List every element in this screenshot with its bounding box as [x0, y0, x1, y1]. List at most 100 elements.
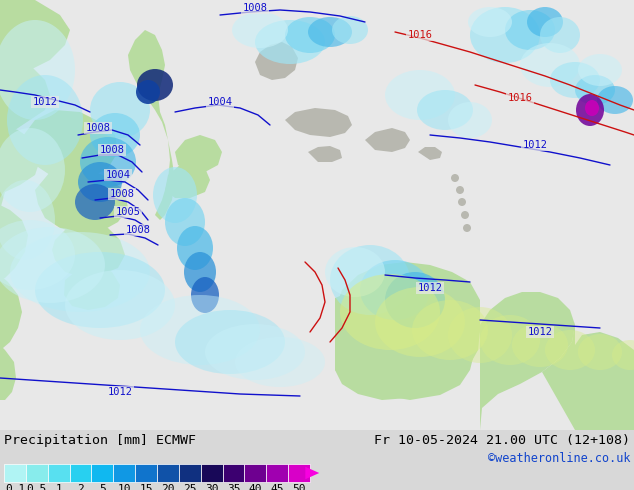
- Polygon shape: [480, 292, 575, 430]
- Ellipse shape: [417, 90, 473, 130]
- Polygon shape: [20, 110, 118, 182]
- Text: 15: 15: [139, 484, 153, 490]
- Ellipse shape: [177, 226, 213, 270]
- Ellipse shape: [332, 16, 368, 44]
- Bar: [157, 464, 179, 482]
- Ellipse shape: [140, 295, 260, 365]
- Ellipse shape: [458, 198, 466, 206]
- Ellipse shape: [191, 277, 219, 313]
- Ellipse shape: [578, 334, 622, 370]
- Ellipse shape: [90, 113, 140, 157]
- Text: 1: 1: [55, 484, 62, 490]
- Ellipse shape: [512, 323, 568, 367]
- Ellipse shape: [255, 20, 325, 64]
- Ellipse shape: [385, 272, 445, 328]
- Polygon shape: [308, 146, 342, 162]
- Polygon shape: [0, 125, 40, 210]
- Ellipse shape: [136, 80, 160, 104]
- Polygon shape: [365, 128, 410, 152]
- Ellipse shape: [90, 82, 150, 138]
- Ellipse shape: [520, 43, 580, 87]
- Polygon shape: [52, 222, 125, 277]
- Ellipse shape: [184, 252, 216, 292]
- Ellipse shape: [308, 17, 352, 47]
- Ellipse shape: [0, 227, 105, 303]
- Polygon shape: [128, 30, 175, 220]
- Ellipse shape: [456, 186, 464, 194]
- Text: 25: 25: [183, 484, 197, 490]
- Ellipse shape: [448, 102, 492, 138]
- Text: Fr 10-05-2024 21.00 UTC (12+108): Fr 10-05-2024 21.00 UTC (12+108): [374, 434, 630, 447]
- Ellipse shape: [153, 167, 197, 223]
- Bar: [26, 464, 48, 482]
- Ellipse shape: [545, 330, 595, 370]
- Text: 1012: 1012: [32, 97, 58, 107]
- Polygon shape: [0, 345, 16, 400]
- Text: 1016: 1016: [507, 93, 533, 103]
- Text: 1012: 1012: [108, 387, 133, 397]
- Text: 1008: 1008: [126, 225, 150, 235]
- Text: 1012: 1012: [522, 140, 548, 150]
- Polygon shape: [35, 168, 128, 234]
- Polygon shape: [285, 108, 352, 137]
- Bar: [201, 464, 223, 482]
- Bar: [288, 464, 310, 482]
- Text: 1012: 1012: [418, 283, 443, 293]
- Polygon shape: [175, 135, 222, 172]
- Text: 0.1: 0.1: [5, 484, 25, 490]
- Bar: [223, 464, 245, 482]
- Text: 45: 45: [271, 484, 284, 490]
- Ellipse shape: [340, 274, 440, 350]
- Ellipse shape: [165, 198, 205, 246]
- Text: 2: 2: [77, 484, 84, 490]
- Text: 1012: 1012: [527, 327, 552, 337]
- Polygon shape: [338, 292, 460, 348]
- Bar: [266, 464, 288, 482]
- Text: Precipitation [mm] ECMWF: Precipitation [mm] ECMWF: [4, 434, 196, 447]
- Ellipse shape: [7, 75, 83, 165]
- Ellipse shape: [470, 7, 540, 63]
- Ellipse shape: [468, 7, 512, 37]
- Polygon shape: [340, 278, 475, 332]
- Polygon shape: [418, 147, 442, 160]
- Polygon shape: [0, 275, 22, 350]
- Bar: [48, 464, 70, 482]
- Text: 1004: 1004: [207, 97, 233, 107]
- Ellipse shape: [612, 340, 634, 370]
- Ellipse shape: [463, 224, 471, 232]
- Text: 50: 50: [292, 484, 306, 490]
- Polygon shape: [542, 322, 575, 430]
- Polygon shape: [0, 205, 28, 280]
- Bar: [135, 464, 157, 482]
- Text: 5: 5: [99, 484, 106, 490]
- Ellipse shape: [80, 137, 136, 187]
- Text: 40: 40: [249, 484, 262, 490]
- Ellipse shape: [35, 252, 165, 328]
- Ellipse shape: [235, 337, 325, 387]
- Ellipse shape: [575, 75, 615, 105]
- Ellipse shape: [448, 307, 512, 363]
- Ellipse shape: [585, 100, 599, 116]
- Ellipse shape: [375, 287, 465, 357]
- Polygon shape: [165, 162, 210, 198]
- Ellipse shape: [578, 54, 622, 86]
- Ellipse shape: [325, 247, 385, 297]
- Polygon shape: [255, 42, 298, 80]
- Text: 35: 35: [227, 484, 240, 490]
- Ellipse shape: [285, 17, 335, 53]
- Ellipse shape: [461, 211, 469, 219]
- Polygon shape: [0, 0, 70, 75]
- Ellipse shape: [10, 232, 150, 312]
- Polygon shape: [0, 45, 50, 130]
- Bar: [91, 464, 113, 482]
- Ellipse shape: [0, 128, 65, 212]
- Polygon shape: [335, 262, 480, 400]
- Text: 1008: 1008: [110, 189, 134, 199]
- Ellipse shape: [75, 184, 115, 220]
- Polygon shape: [64, 265, 120, 310]
- Text: 1004: 1004: [105, 170, 131, 180]
- Text: 1008: 1008: [242, 3, 268, 13]
- Ellipse shape: [330, 245, 410, 315]
- Text: 30: 30: [205, 484, 218, 490]
- Ellipse shape: [65, 270, 175, 340]
